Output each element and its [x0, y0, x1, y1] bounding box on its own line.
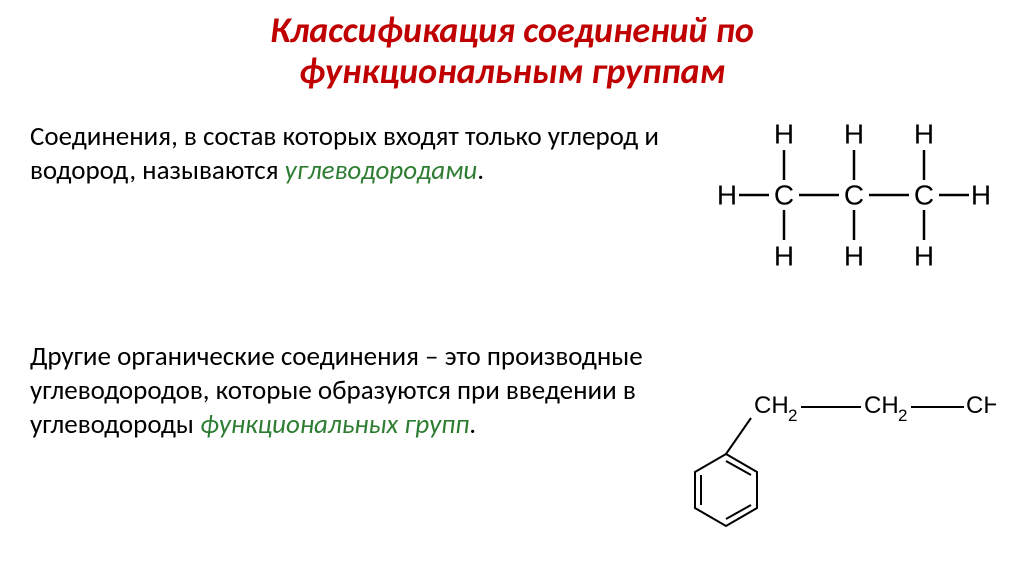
svg-text:H: H [774, 240, 794, 271]
svg-text:H: H [971, 179, 991, 210]
svg-text:C: C [844, 179, 864, 210]
molecule-propylbenzene: CH 2 CH 2 CH 3 [666, 360, 996, 560]
svg-text:H: H [914, 118, 934, 149]
svg-text:CH: CH [966, 392, 996, 419]
paragraph-1: Соединения, в состав которых входят толь… [30, 120, 700, 188]
paragraph-2: Другие органические соединения – это про… [30, 340, 690, 441]
svg-text:H: H [844, 240, 864, 271]
svg-text:H: H [717, 179, 737, 210]
svg-text:H: H [844, 118, 864, 149]
svg-text:2: 2 [898, 406, 907, 425]
svg-text:H: H [774, 118, 794, 149]
title-line-1: Классификация соединений по [270, 8, 754, 52]
p1-text-after: . [477, 154, 484, 187]
svg-text:CH: CH [754, 392, 789, 419]
slide-title: Классификация соединений по функциональн… [0, 0, 1024, 93]
svg-text:CH: CH [864, 392, 899, 419]
p2-keyword: функциональных групп [200, 408, 469, 441]
svg-text:H: H [914, 240, 934, 271]
title-line-2: функциональным группам [299, 49, 725, 93]
svg-text:C: C [774, 179, 794, 210]
svg-text:2: 2 [788, 406, 797, 425]
p1-keyword: углеводородами [285, 154, 478, 187]
p2-text-after: . [469, 408, 476, 441]
molecule-propane: C C C H H H H H H H H [714, 110, 994, 280]
svg-text:C: C [914, 179, 934, 210]
